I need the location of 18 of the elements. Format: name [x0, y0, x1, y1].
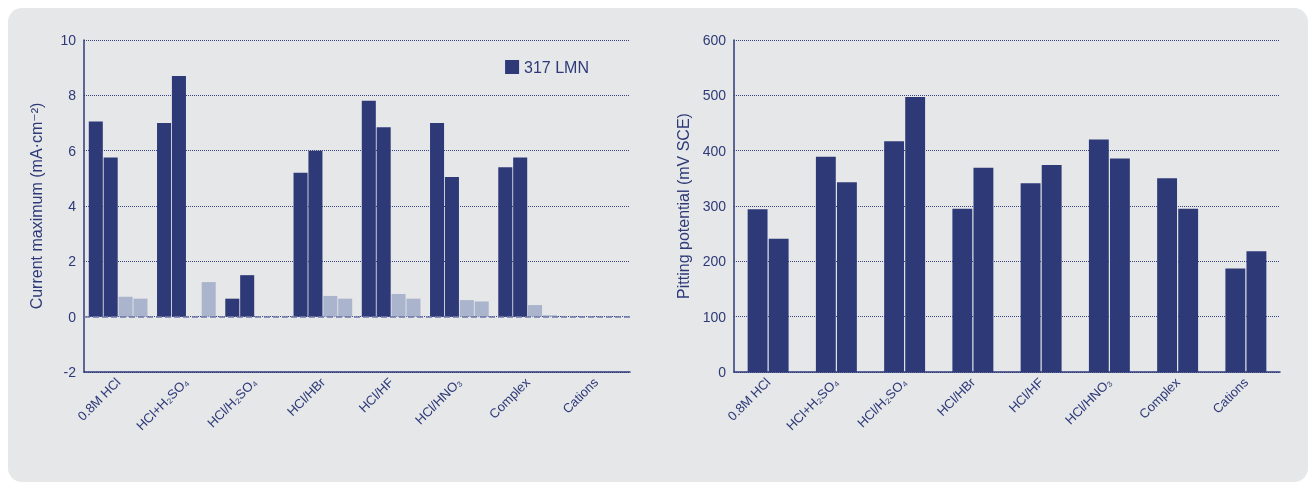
y-tick-label: 2 — [68, 253, 77, 270]
bar — [201, 282, 216, 317]
y-tick-label: 10 — [60, 32, 77, 48]
legend-label: 317 LMN — [524, 58, 589, 76]
y-tick-label: 100 — [702, 308, 727, 325]
y-tick-label: -2 — [63, 364, 77, 380]
y-tick-label: 600 — [702, 32, 727, 48]
y-tick-label: 0 — [68, 308, 77, 325]
y-tick-label: 400 — [702, 142, 727, 159]
y-tick-label: 300 — [702, 198, 727, 214]
y-tick-label: 4 — [68, 198, 77, 214]
y-tick-label: 0 — [718, 364, 727, 380]
y-tick-label: 6 — [68, 142, 77, 159]
y-tick-label: 200 — [702, 253, 727, 270]
y-axis-title: Pitting potential (mV SCE) — [675, 113, 693, 299]
y-tick-label: 500 — [702, 87, 727, 104]
y-axis-title: Current maximum (mA·cm⁻²) — [27, 102, 45, 310]
y-tick-label: 8 — [68, 87, 77, 104]
